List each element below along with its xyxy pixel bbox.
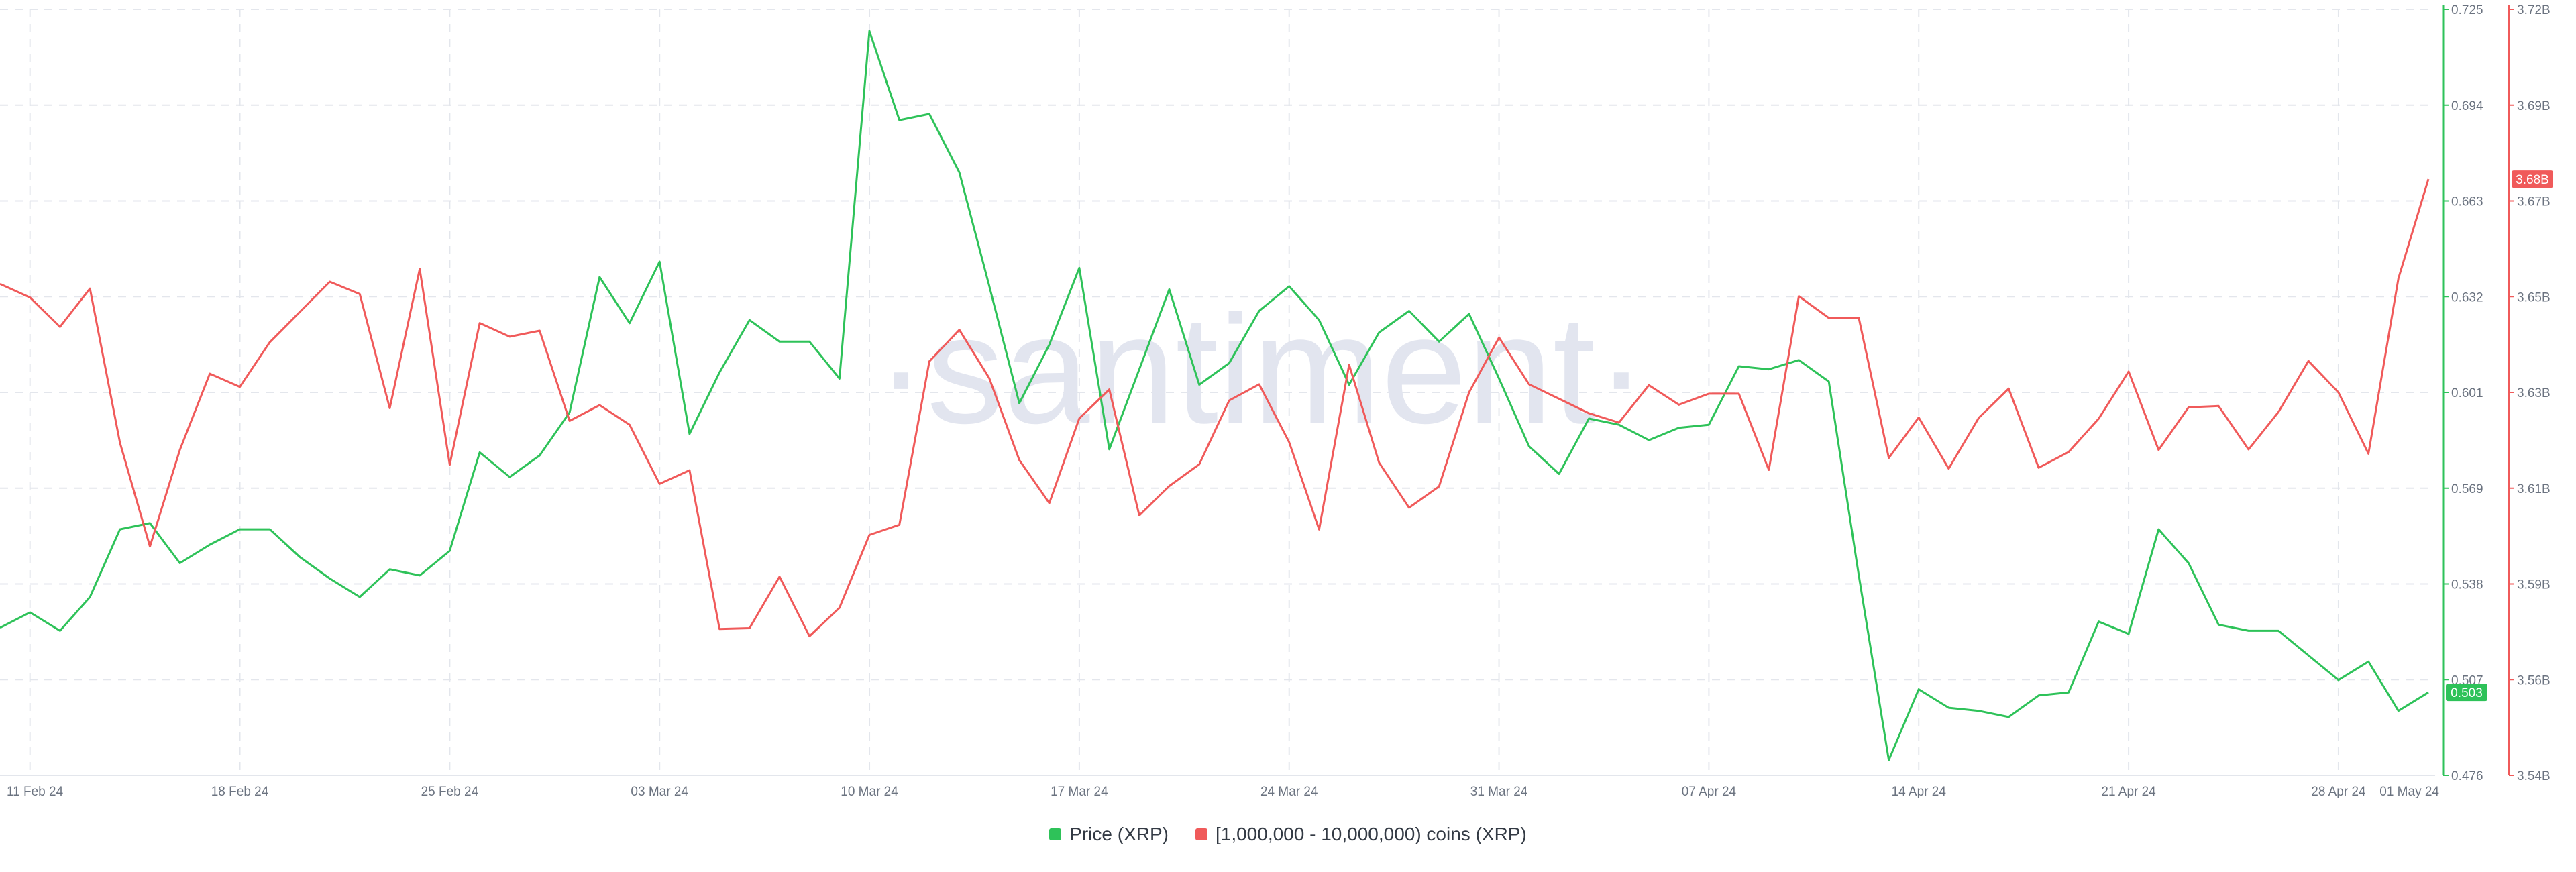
legend-item-holders[interactable]: [1,000,000 - 10,000,000) coins (XRP) [1195, 824, 1527, 845]
holders-line[interactable] [0, 178, 2430, 637]
holders-badge-bg [2512, 170, 2553, 188]
x-tick-label: 11 Feb 24 [7, 785, 64, 799]
x-tick-label: 10 Mar 24 [841, 785, 898, 799]
price-badge-bg [2446, 684, 2487, 702]
legend-swatch-holders [1195, 828, 1208, 840]
x-tick-label: 25 Feb 24 [421, 785, 479, 799]
left-tick-label: 0.632 [2451, 290, 2483, 305]
x-tick-label: 03 Mar 24 [631, 785, 688, 799]
x-tick-label: 28 Apr 24 [2311, 785, 2366, 799]
legend-swatch-price [1049, 828, 1062, 840]
right-tick-label: 3.56B [2517, 673, 2551, 688]
x-tick-label: 31 Mar 24 [1470, 785, 1528, 799]
series-lines[interactable] [0, 30, 2430, 761]
x-tick-label: 18 Feb 24 [211, 785, 269, 799]
legend: Price (XRP) [1,000,000 - 10,000,000) coi… [0, 824, 2576, 845]
x-tick-label: 21 Apr 24 [2101, 785, 2156, 799]
legend-label-price: Price (XRP) [1069, 824, 1169, 844]
left-tick-label: 0.694 [2451, 99, 2483, 113]
x-axis-ticks: 11 Feb 24 18 Feb 24 25 Feb 24 03 Mar 24 10 M… [7, 785, 2439, 799]
price-line[interactable] [0, 30, 2429, 761]
left-tick-label: 0.725 [2451, 3, 2483, 17]
left-tick-label: 0.476 [2451, 769, 2483, 783]
right-tick-label: 3.63B [2517, 386, 2551, 400]
right-tick-label: 3.65B [2517, 290, 2551, 305]
right-tick-label: 3.59B [2517, 578, 2551, 592]
legend-item-price[interactable]: Price (XRP) [1049, 824, 1169, 845]
right-tick-label: 3.54B [2517, 769, 2551, 783]
right-tick-label: 3.72B [2517, 3, 2551, 17]
right-tick-label: 3.69B [2517, 99, 2551, 113]
right-tick-label: 3.67B [2517, 195, 2551, 209]
legend-label-holders: [1,000,000 - 10,000,000) coins (XRP) [1215, 824, 1527, 844]
x-tick-label: 24 Mar 24 [1260, 785, 1318, 799]
price-badge-text: 0.503 [2451, 686, 2483, 700]
x-tick-label: 01 May 24 [2379, 785, 2439, 799]
x-tick-label: 17 Mar 24 [1051, 785, 1108, 799]
x-tick-label: 07 Apr 24 [1682, 785, 1737, 799]
right-tick-label: 3.61B [2517, 482, 2551, 496]
left-tick-label: 0.569 [2451, 482, 2483, 496]
current-value-badges: 0.503 3.68B [2446, 170, 2553, 702]
x-tick-label: 14 Apr 24 [1892, 785, 1947, 799]
left-tick-label: 0.663 [2451, 195, 2483, 209]
y-axes: 0.4760.5070.5380.5690.6010.6320.6630.694… [0, 3, 2551, 783]
grid-lines [0, 9, 2428, 776]
holders-badge-text: 3.68B [2516, 173, 2549, 187]
left-tick-label: 0.601 [2451, 386, 2483, 400]
left-tick-label: 0.538 [2451, 578, 2483, 592]
